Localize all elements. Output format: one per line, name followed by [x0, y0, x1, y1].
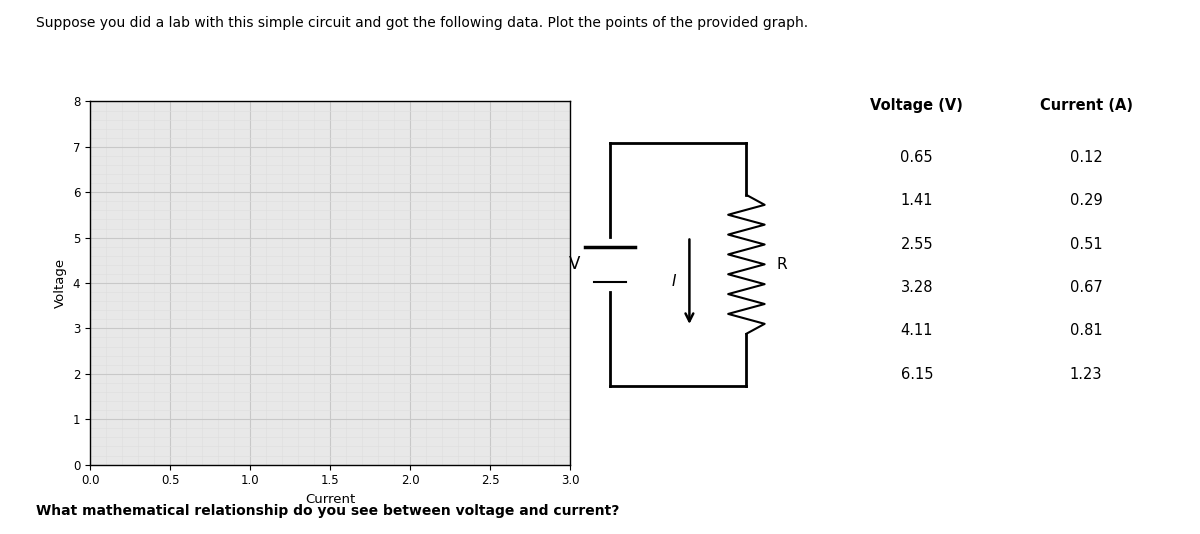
Text: 2.55: 2.55 — [900, 237, 934, 252]
Text: 0.65: 0.65 — [900, 150, 934, 165]
Y-axis label: Voltage: Voltage — [54, 258, 67, 308]
Text: 1.23: 1.23 — [1069, 367, 1103, 382]
Text: Current (A): Current (A) — [1039, 98, 1133, 113]
Text: 1.41: 1.41 — [900, 193, 934, 208]
Text: 0.29: 0.29 — [1069, 193, 1103, 208]
Text: 0.51: 0.51 — [1069, 237, 1103, 252]
Text: I: I — [671, 274, 676, 289]
Text: 0.67: 0.67 — [1069, 280, 1103, 295]
Text: R: R — [776, 257, 787, 272]
Text: 6.15: 6.15 — [900, 367, 934, 382]
X-axis label: Current: Current — [305, 493, 355, 506]
Text: 4.11: 4.11 — [900, 323, 934, 339]
Text: Voltage (V): Voltage (V) — [870, 98, 964, 113]
Text: 0.12: 0.12 — [1069, 150, 1103, 165]
Text: What mathematical relationship do you see between voltage and current?: What mathematical relationship do you se… — [36, 504, 619, 518]
Text: 0.81: 0.81 — [1069, 323, 1103, 339]
Text: V: V — [569, 255, 580, 273]
Text: 3.28: 3.28 — [900, 280, 934, 295]
Text: Suppose you did a lab with this simple circuit and got the following data. Plot : Suppose you did a lab with this simple c… — [36, 16, 808, 30]
